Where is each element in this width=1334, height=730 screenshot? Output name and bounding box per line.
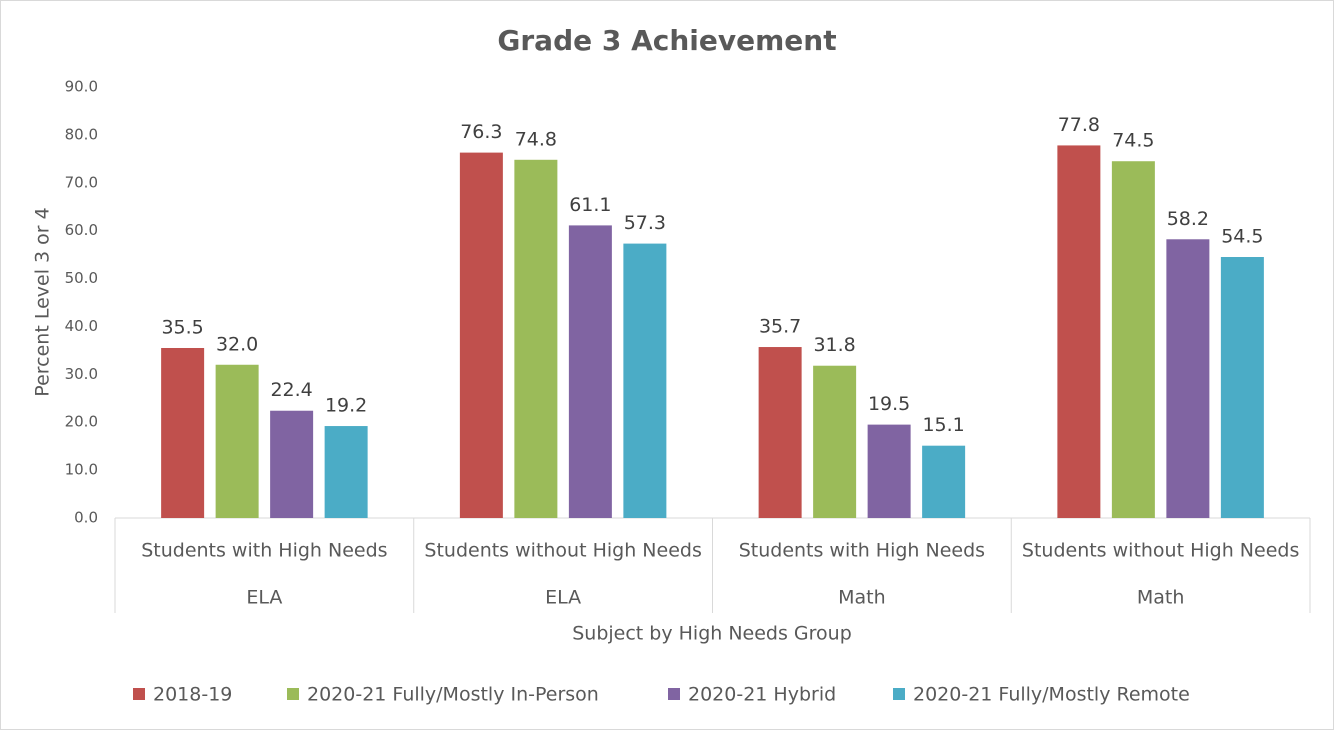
legend-label: 2020-21 Hybrid (688, 684, 836, 706)
y-tick-label: 20.0 (65, 413, 98, 431)
data-label: 61.1 (569, 194, 611, 216)
bar (813, 365, 857, 518)
x-tick-label: Students without High Needs (1022, 540, 1299, 562)
bar (459, 152, 503, 518)
bar (1166, 239, 1210, 518)
legend-label: 2020-21 Fully/Mostly Remote (913, 684, 1190, 706)
x-group-label: Math (1137, 587, 1185, 609)
bar (568, 225, 612, 518)
legend-label: 2020-21 Fully/Mostly In-Person (307, 684, 599, 706)
legend-label: 2018-19 (153, 684, 232, 706)
bar (1057, 145, 1101, 518)
bar (215, 364, 259, 518)
bar (623, 243, 667, 518)
y-tick-label: 90.0 (65, 78, 98, 96)
y-axis-title: Percent Level 3 or 4 (32, 207, 54, 396)
x-tick-label: Students with High Needs (141, 540, 387, 562)
legend-swatch (668, 688, 680, 700)
data-label: 58.2 (1167, 208, 1209, 230)
data-label: 57.3 (624, 212, 666, 234)
data-label: 19.5 (868, 393, 910, 415)
x-group-label: Math (838, 587, 886, 609)
y-tick-label: 30.0 (65, 365, 98, 383)
x-axis-title: Subject by High Needs Group (572, 623, 852, 645)
bar (1111, 161, 1155, 518)
x-tick-label: Students with High Needs (739, 540, 985, 562)
y-tick-label: 70.0 (65, 173, 98, 191)
data-label: 76.3 (460, 121, 502, 143)
data-label: 15.1 (922, 414, 964, 436)
chart-title: Grade 3 Achievement (497, 24, 836, 57)
y-tick-label: 0.0 (74, 509, 98, 527)
data-label: 77.8 (1058, 114, 1100, 136)
data-label: 35.7 (759, 316, 801, 338)
legend-swatch (893, 688, 905, 700)
x-group-label: ELA (246, 587, 282, 609)
bar (161, 347, 205, 518)
y-tick-label: 40.0 (65, 317, 98, 335)
bar (324, 426, 368, 518)
data-label: 19.2 (325, 395, 367, 417)
y-tick-label: 10.0 (65, 461, 98, 479)
y-tick-label: 60.0 (65, 221, 98, 239)
legend-swatch (133, 688, 145, 700)
data-label: 31.8 (813, 334, 855, 356)
legend-swatch (287, 688, 299, 700)
bar (758, 347, 802, 518)
bar (922, 445, 966, 518)
y-tick-label: 80.0 (65, 125, 98, 143)
data-label: 35.5 (161, 316, 203, 338)
bar (270, 410, 314, 518)
data-label: 74.8 (515, 128, 557, 150)
bar (514, 159, 558, 518)
data-label: 32.0 (216, 333, 258, 355)
bar (1220, 257, 1264, 518)
y-tick-label: 50.0 (65, 269, 98, 287)
x-tick-label: Students without High Needs (424, 540, 701, 562)
data-label: 74.5 (1112, 130, 1154, 152)
data-label: 22.4 (270, 379, 312, 401)
x-group-label: ELA (545, 587, 581, 609)
bar (867, 424, 911, 518)
data-label: 54.5 (1221, 226, 1263, 248)
